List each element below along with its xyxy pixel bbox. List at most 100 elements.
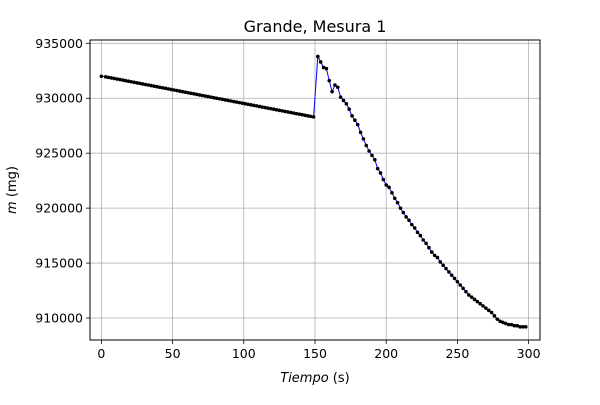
data-point — [106, 75, 111, 80]
data-point — [220, 97, 225, 102]
data-point — [143, 82, 148, 87]
x-tick-label: 250 — [445, 346, 469, 361]
data-point — [495, 317, 500, 321]
data-point — [251, 103, 256, 108]
data-point — [390, 190, 394, 195]
data-point — [484, 306, 488, 310]
data-point — [464, 289, 468, 294]
data-point — [421, 238, 426, 242]
data-point — [504, 321, 508, 326]
data-point — [288, 110, 293, 115]
data-point — [506, 322, 511, 327]
data-point — [226, 98, 230, 103]
data-point — [387, 185, 391, 190]
data-point — [367, 149, 371, 153]
tick-layer: 0 50 100 150 200 250 300 910000 915000 920000 9250… — [35, 36, 540, 361]
y-tick-label: 935000 — [35, 36, 83, 51]
data-point — [243, 101, 248, 106]
data-point — [461, 286, 465, 291]
data-point — [364, 143, 369, 148]
data-point — [458, 283, 463, 287]
data-point — [189, 91, 193, 96]
x-tick-label: 150 — [303, 346, 327, 361]
data-point — [186, 90, 191, 95]
data-point — [370, 153, 374, 158]
data-point — [311, 115, 316, 119]
data-point — [438, 260, 443, 264]
data-point — [350, 114, 354, 118]
data-point — [398, 206, 403, 210]
data-point — [512, 323, 517, 328]
data-point — [410, 222, 414, 227]
data-point — [257, 104, 262, 109]
data-point — [469, 295, 474, 299]
data-point — [166, 87, 171, 91]
data-point — [286, 110, 290, 114]
data-point — [373, 157, 377, 162]
data-point — [424, 241, 428, 246]
data-point — [120, 78, 125, 82]
x-tick-label: 200 — [374, 346, 398, 361]
data-point — [103, 75, 108, 79]
data-point — [300, 112, 304, 117]
data-point — [347, 107, 351, 112]
data-point — [112, 76, 117, 81]
data-point — [501, 320, 505, 325]
y-axis-label-unit: (mg) — [5, 166, 20, 201]
data-point — [214, 96, 219, 101]
data-point — [330, 89, 334, 94]
data-point — [294, 111, 299, 116]
data-point — [132, 80, 136, 85]
x-tick-label: 0 — [97, 346, 105, 361]
data-point — [192, 92, 196, 96]
data-point — [155, 84, 159, 89]
data-point — [223, 98, 228, 102]
data-point — [358, 130, 363, 135]
data-point — [172, 88, 176, 92]
data-point — [180, 89, 185, 94]
data-point — [197, 93, 202, 97]
data-point — [266, 106, 270, 110]
data-point — [521, 325, 525, 329]
data-point — [316, 54, 320, 59]
data-point — [291, 111, 296, 115]
data-point — [303, 113, 307, 118]
data-point — [109, 76, 114, 80]
data-point — [407, 218, 411, 223]
data-point — [129, 79, 134, 84]
data-point — [123, 78, 128, 83]
x-tick-label: 100 — [232, 346, 256, 361]
data-point — [260, 105, 265, 109]
data-point — [177, 89, 182, 93]
y-tick-label: 925000 — [35, 146, 83, 161]
data-point — [381, 177, 386, 182]
y-axis-label: m (mg) — [5, 166, 20, 214]
data-point — [234, 100, 239, 104]
data-point — [271, 107, 276, 112]
data-point — [203, 94, 208, 98]
data-point — [489, 310, 494, 315]
data-point — [163, 86, 168, 91]
x-axis-label: Tiempo (s) — [280, 371, 349, 386]
data-point — [361, 137, 366, 141]
data-point — [375, 166, 380, 171]
data-point — [297, 112, 302, 116]
data-point — [455, 279, 460, 284]
data-point — [263, 105, 267, 110]
data-point — [99, 74, 104, 79]
data-point — [229, 99, 233, 103]
chart-title: Grande, Mesura 1 — [244, 17, 387, 36]
data-point — [135, 81, 139, 85]
data-point — [432, 253, 437, 258]
data-point — [237, 100, 242, 105]
x-tick-label: 300 — [517, 346, 541, 361]
data-point — [246, 102, 250, 107]
data-point — [306, 114, 310, 118]
series-layer — [99, 54, 528, 329]
data-point — [435, 255, 440, 260]
data-point — [447, 270, 451, 274]
data-point — [254, 104, 259, 108]
data-point — [498, 319, 502, 324]
x-axis-label-var: Tiempo — [280, 371, 328, 386]
data-point — [212, 95, 216, 100]
